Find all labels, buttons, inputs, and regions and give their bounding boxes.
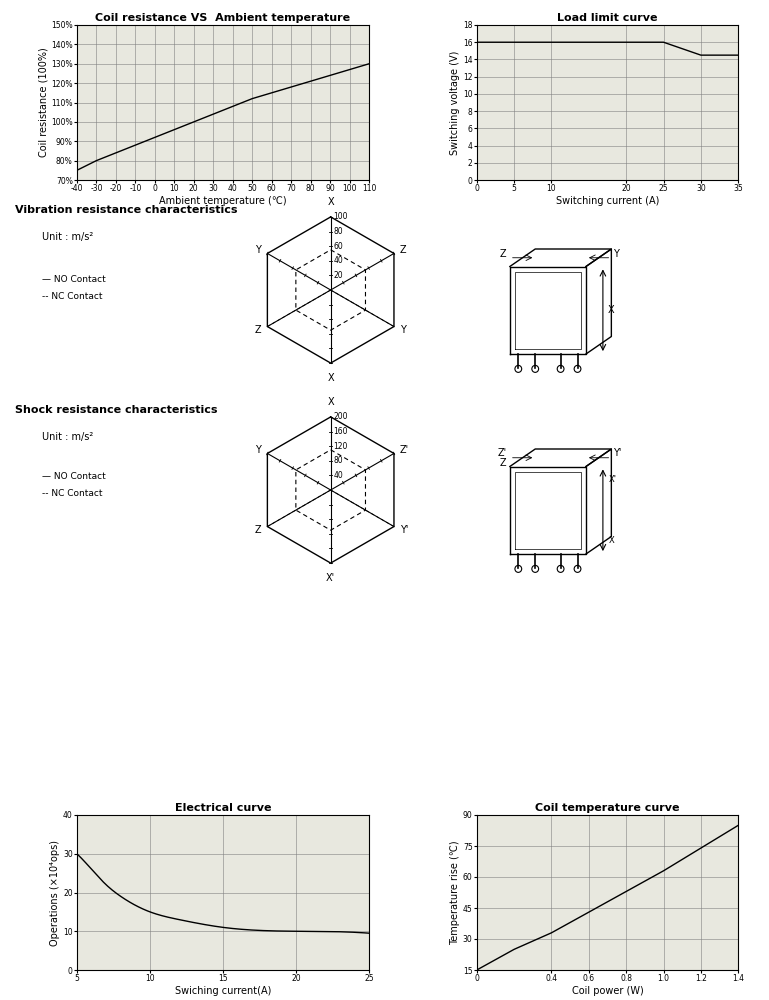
Title: Coil temperature curve: Coil temperature curve bbox=[535, 803, 680, 813]
Text: Z: Z bbox=[500, 249, 507, 259]
Circle shape bbox=[574, 365, 581, 372]
Title: Load limit curve: Load limit curve bbox=[558, 13, 657, 23]
Text: 200: 200 bbox=[334, 412, 348, 421]
Text: X: X bbox=[608, 305, 614, 315]
X-axis label: Switching current (A): Switching current (A) bbox=[556, 196, 659, 206]
Text: Y: Y bbox=[255, 245, 261, 255]
Text: Y: Y bbox=[255, 445, 261, 455]
Text: 100: 100 bbox=[334, 212, 348, 221]
Title: Coil resistance VS  Ambient temperature: Coil resistance VS Ambient temperature bbox=[95, 13, 351, 23]
Title: Electrical curve: Electrical curve bbox=[175, 803, 271, 813]
Text: 80: 80 bbox=[334, 227, 343, 236]
Text: — NO Contact: — NO Contact bbox=[42, 472, 106, 481]
Circle shape bbox=[532, 365, 538, 372]
Text: Y: Y bbox=[400, 325, 406, 335]
Text: X: X bbox=[328, 373, 334, 383]
Text: Z': Z' bbox=[498, 448, 507, 458]
X-axis label: Coil power (W): Coil power (W) bbox=[571, 986, 644, 996]
Text: 160: 160 bbox=[334, 427, 348, 436]
Text: 120: 120 bbox=[334, 442, 348, 451]
Text: -- NC Contact: -- NC Contact bbox=[42, 489, 103, 498]
Text: 60: 60 bbox=[334, 242, 343, 251]
Text: -- NC Contact: -- NC Contact bbox=[42, 292, 103, 301]
Text: Z': Z' bbox=[400, 445, 409, 455]
Text: — NO Contact: — NO Contact bbox=[42, 275, 106, 284]
Circle shape bbox=[558, 565, 564, 572]
Text: Vibration resistance characteristics: Vibration resistance characteristics bbox=[15, 205, 238, 215]
Text: Shock resistance characteristics: Shock resistance characteristics bbox=[15, 405, 218, 415]
X-axis label: Swiching current(A): Swiching current(A) bbox=[175, 986, 271, 996]
Text: Z: Z bbox=[400, 245, 407, 255]
Circle shape bbox=[532, 565, 538, 572]
Text: Z: Z bbox=[255, 525, 261, 535]
Text: 40: 40 bbox=[334, 256, 343, 265]
Y-axis label: Switching voltage (V): Switching voltage (V) bbox=[450, 50, 460, 155]
Y-axis label: Temperature rise (℃): Temperature rise (℃) bbox=[450, 840, 460, 945]
Text: X': X' bbox=[609, 475, 617, 484]
Text: Z: Z bbox=[500, 458, 507, 468]
Text: Y': Y' bbox=[400, 525, 408, 535]
Circle shape bbox=[515, 565, 521, 572]
Text: 20: 20 bbox=[334, 271, 343, 280]
Text: Unit : m/s²: Unit : m/s² bbox=[42, 232, 94, 242]
Y-axis label: Operations (×10⁴ops): Operations (×10⁴ops) bbox=[50, 840, 60, 946]
Text: Y: Y bbox=[613, 249, 619, 259]
Circle shape bbox=[558, 365, 564, 372]
Text: X': X' bbox=[326, 573, 335, 583]
Text: 40: 40 bbox=[334, 471, 343, 480]
X-axis label: Ambient temperature (℃): Ambient temperature (℃) bbox=[159, 196, 287, 206]
Text: X: X bbox=[609, 536, 614, 545]
Circle shape bbox=[574, 565, 581, 572]
Circle shape bbox=[515, 365, 521, 372]
Text: Y': Y' bbox=[613, 448, 621, 458]
Text: 80: 80 bbox=[334, 456, 343, 465]
Text: Z: Z bbox=[255, 325, 261, 335]
Text: X: X bbox=[328, 397, 334, 407]
Y-axis label: Coil resistance (100%): Coil resistance (100%) bbox=[38, 48, 48, 157]
Text: X: X bbox=[328, 197, 334, 207]
Text: Unit : m/s²: Unit : m/s² bbox=[42, 432, 94, 442]
